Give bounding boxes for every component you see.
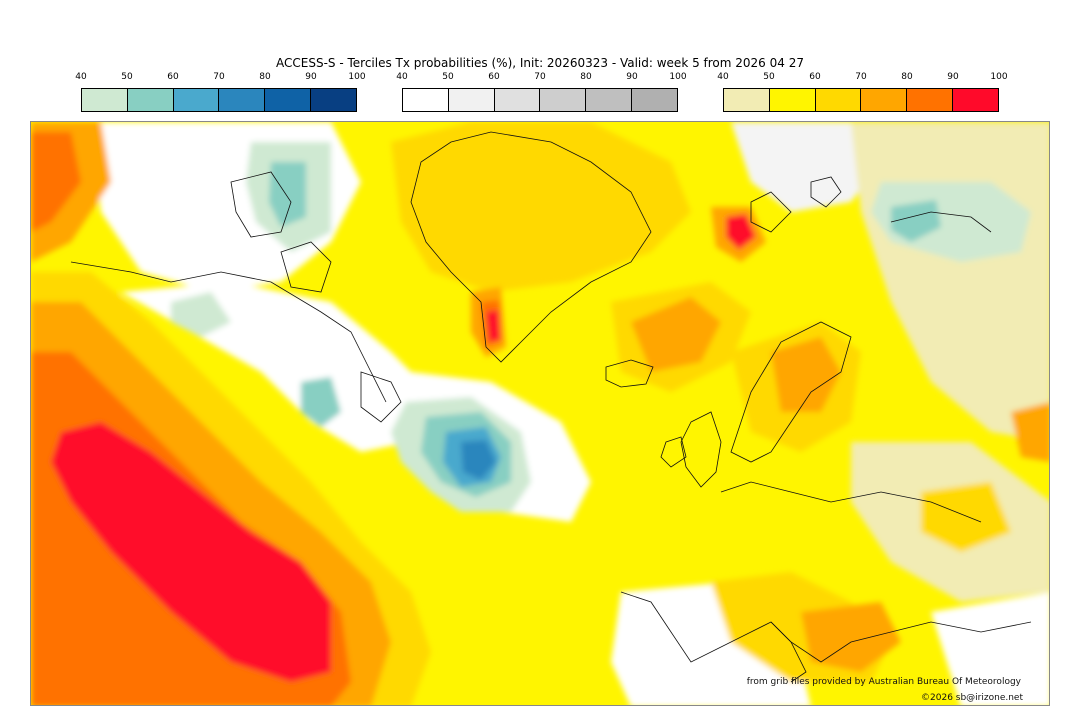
- legend-swatch: [540, 89, 587, 111]
- coastlines: [70, 131, 1032, 683]
- legend-swatch: [724, 89, 770, 111]
- svalbard-coast: [750, 191, 792, 233]
- tick-label: 80: [901, 72, 913, 82]
- tick-label: 80: [259, 72, 271, 82]
- legend-swatch: [769, 89, 816, 111]
- below-normal-area: [301, 377, 341, 427]
- tick-label: 90: [947, 72, 959, 82]
- legend-swatch: [861, 89, 908, 111]
- probability-map: from grib files provided by Australian B…: [30, 121, 1050, 706]
- legend-swatch: [494, 89, 541, 111]
- legend-swatch: [82, 89, 128, 111]
- franz-josef-coast: [810, 176, 842, 208]
- legend-swatch: [265, 89, 312, 111]
- canada-coast: [70, 261, 387, 403]
- tick-label: 100: [990, 72, 1008, 82]
- scandinavia-coast: [730, 321, 852, 463]
- below-normal-area: [891, 200, 941, 242]
- siberia-coast: [890, 211, 992, 233]
- legend-swatch: [403, 89, 449, 111]
- above-90-area: [486, 310, 501, 342]
- near-normal-area: [731, 122, 881, 212]
- tick-label: 70: [213, 72, 225, 82]
- legend-swatch: [311, 89, 356, 111]
- above-80-area: [31, 132, 81, 232]
- arctic-island-coast: [280, 241, 332, 293]
- arctic-island-coast: [230, 171, 292, 238]
- tick-label: 50: [121, 72, 133, 82]
- map-canvas: [31, 122, 1049, 705]
- legend-swatch: [586, 89, 633, 111]
- tick-label: 60: [488, 72, 500, 82]
- tick-label: 100: [348, 72, 366, 82]
- tick-label: 60: [809, 72, 821, 82]
- above-70-area: [631, 297, 721, 372]
- tick-label: 40: [396, 72, 408, 82]
- tick-label: 50: [442, 72, 454, 82]
- above-90-area: [51, 422, 331, 682]
- tick-label: 40: [75, 72, 87, 82]
- legend-swatch: [173, 89, 220, 111]
- tick-label: 90: [305, 72, 317, 82]
- iceland-coast: [605, 359, 654, 388]
- below-normal-area: [461, 440, 496, 480]
- below-normal-area: [171, 292, 231, 337]
- legend-swatch: [907, 89, 954, 111]
- tick-label: 90: [626, 72, 638, 82]
- tick-label: 50: [763, 72, 775, 82]
- below-normal-area: [269, 162, 306, 227]
- tick-label: 70: [855, 72, 867, 82]
- greenland-coast: [410, 131, 652, 363]
- europe-north-coast: [720, 481, 982, 523]
- above-70-area: [1011, 402, 1049, 462]
- legend-above-ticks: 40 50 60 70 80 90 100: [717, 72, 1007, 84]
- labrador-coast: [360, 371, 402, 423]
- above-70-area: [771, 337, 841, 412]
- tick-label: 100: [669, 72, 687, 82]
- britain-coast: [680, 411, 722, 488]
- legend-swatch: [448, 89, 495, 111]
- ireland-coast: [660, 436, 687, 468]
- near-normal-area: [931, 592, 1049, 705]
- above-60-area: [391, 122, 691, 292]
- legend-near-normal: [402, 88, 678, 112]
- legend-swatch: [127, 89, 174, 111]
- tick-label: 70: [534, 72, 546, 82]
- above-70-area: [801, 602, 901, 672]
- legend-below-normal: [81, 88, 357, 112]
- legend-swatch: [815, 89, 862, 111]
- tick-label: 80: [580, 72, 592, 82]
- italy-coast: [770, 621, 807, 683]
- tick-label: 60: [167, 72, 179, 82]
- legend-swatch: [953, 89, 998, 111]
- legend-swatch: [219, 89, 266, 111]
- map-title: ACCESS-S - Terciles Tx probabilities (%)…: [276, 56, 804, 70]
- above-90-area: [726, 214, 756, 250]
- data-source-credit: from grib files provided by Australian B…: [746, 677, 1021, 687]
- legend-above-normal: [723, 88, 999, 112]
- tick-label: 40: [717, 72, 729, 82]
- legend-swatch: [632, 89, 677, 111]
- legend-below-ticks: 40 50 60 70 80 90 100: [75, 72, 365, 84]
- legend-near-ticks: 40 50 60 70 80 90 100: [396, 72, 686, 84]
- copyright-credit: ©2026 sb@irizone.net: [921, 693, 1023, 703]
- above-60-area: [921, 482, 1011, 552]
